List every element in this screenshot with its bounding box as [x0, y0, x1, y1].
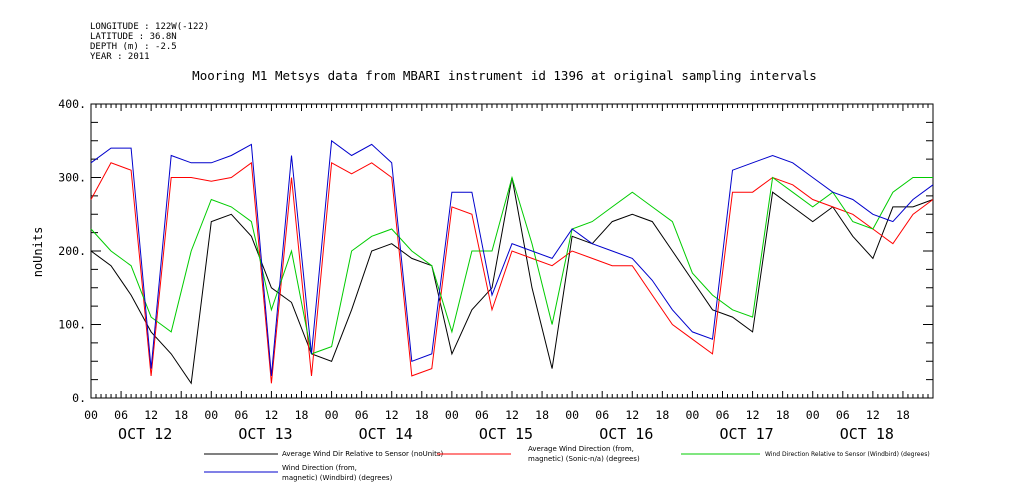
- series-line-1: [90, 161, 934, 384]
- legend-label-blue-1: Wind Direction (from,: [282, 464, 357, 472]
- x-tick-label: 00: [565, 408, 579, 422]
- x-tick-label: 00: [445, 408, 459, 422]
- metadata-block: LONGITUDE : 122W(-122) LATITUDE : 36.8N …: [90, 22, 209, 62]
- y-axis-label: noUnits: [31, 227, 45, 278]
- x-tick-label: 12: [866, 408, 880, 422]
- y-tick-label: 100.: [58, 318, 86, 332]
- x-tick-label: 18: [535, 408, 549, 422]
- x-tick-label: 18: [896, 408, 910, 422]
- x-tick-label: 06: [595, 408, 609, 422]
- x-tick-label: 00: [806, 408, 820, 422]
- legend-label-red-1: Average Wind Direction (from,: [528, 445, 634, 453]
- series-line-0: [90, 177, 934, 385]
- x-tick-label: 06: [234, 408, 248, 422]
- x-tick-label: 18: [295, 408, 309, 422]
- x-tick-label: 18: [415, 408, 429, 422]
- x-tick-label: 06: [836, 408, 850, 422]
- x-tick-label: 00: [325, 408, 339, 422]
- x-tick-label: 06: [355, 408, 369, 422]
- x-tick-label: 12: [144, 408, 158, 422]
- x-tick-label: 00: [84, 408, 98, 422]
- x-tick-label: 18: [655, 408, 669, 422]
- x-day-label: OCT 17: [719, 425, 773, 443]
- x-tick-label: 12: [505, 408, 519, 422]
- y-tick-label: 200.: [58, 244, 86, 258]
- x-tick-label: 12: [385, 408, 399, 422]
- x-tick-label: 12: [264, 408, 278, 422]
- x-tick-label: 00: [204, 408, 218, 422]
- series-line-2: [90, 175, 933, 355]
- x-day-label: OCT 16: [599, 425, 653, 443]
- chart-title: Mooring M1 Metsys data from MBARI instru…: [192, 68, 817, 83]
- legend-label-black: Average Wind Dir Relative to Sensor (noU…: [282, 450, 443, 458]
- y-tick-label: 300.: [58, 171, 86, 185]
- legend-label-blue-2: magnetic) (Windbird) (degrees): [282, 474, 393, 482]
- longitude-text: LONGITUDE : 122W(-122): [90, 22, 210, 32]
- y-tick-label: 0.: [72, 391, 86, 405]
- legend: Average Wind Dir Relative to Sensor (noU…: [204, 445, 930, 482]
- x-day-label: OCT 14: [359, 425, 413, 443]
- y-tick-label: 400.: [58, 97, 86, 111]
- x-day-label: OCT 12: [118, 425, 172, 443]
- year-text: YEAR : 2011: [90, 52, 150, 62]
- x-tick-label: 18: [174, 408, 188, 422]
- legend-label-green: Wind Direction Relative to Sensor (Windb…: [765, 451, 930, 458]
- x-tick-label: 06: [716, 408, 730, 422]
- depth-text: DEPTH (m) : -2.5: [90, 42, 177, 52]
- x-day-label: OCT 13: [238, 425, 292, 443]
- x-tick-label: 12: [625, 408, 639, 422]
- x-day-label: OCT 18: [840, 425, 894, 443]
- latitude-text: LATITUDE : 36.8N: [90, 32, 177, 42]
- x-tick-label: 18: [776, 408, 790, 422]
- series-line-3: [90, 139, 934, 376]
- x-day-label: OCT 15: [479, 425, 533, 443]
- x-tick-label: 12: [746, 408, 760, 422]
- x-tick-label: 00: [685, 408, 699, 422]
- x-tick-label: 06: [114, 408, 128, 422]
- x-tick-label: 06: [475, 408, 489, 422]
- legend-label-red-2: magnetic) (Sonic-n/a) (degrees): [528, 455, 640, 463]
